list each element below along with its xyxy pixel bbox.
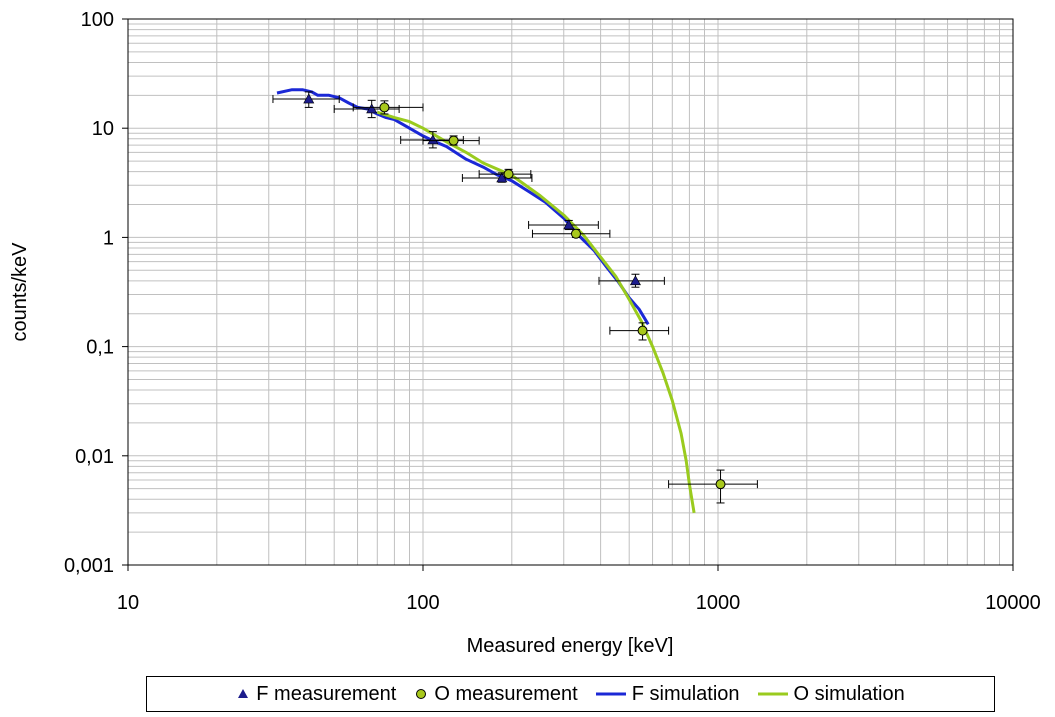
y-tick-label: 10 bbox=[92, 118, 114, 140]
chart: 10 100 1000 10000 0,001 0,01 0,1 1 10 100 Measure… bbox=[9, 9, 1041, 657]
data-point-o-measurement bbox=[637, 325, 648, 336]
data-point-o-measurement bbox=[379, 102, 390, 113]
series-line-o-simulation bbox=[376, 110, 696, 514]
y-tick-label: 0,01 bbox=[75, 446, 114, 468]
legend-item-f-simulation: F simulation bbox=[595, 682, 740, 706]
ticks: 10 100 1000 10000 0,001 0,01 0,1 1 10 100 bbox=[64, 9, 1041, 614]
y-axis-title: counts/keV bbox=[9, 242, 31, 342]
legend-item-f-measurement: F measurement bbox=[236, 683, 396, 706]
legend-label: O simulation bbox=[793, 682, 905, 705]
legend-symbol-o-simulation bbox=[757, 692, 788, 696]
data-point-f-measurement bbox=[303, 93, 315, 104]
legend-symbol-f-measurement bbox=[238, 689, 249, 698]
data-point-o-measurement bbox=[503, 169, 514, 180]
y-tick-label: 0,1 bbox=[86, 337, 114, 359]
legend-label: F measurement bbox=[256, 682, 397, 705]
data-point-f-measurement bbox=[563, 219, 575, 230]
legend-symbol-o-measurement bbox=[416, 689, 427, 699]
y-tick-label: 100 bbox=[81, 9, 114, 31]
legend: F measurement O measurement F simulation O … bbox=[146, 676, 995, 712]
legend-item-o-simulation: O simulation bbox=[757, 682, 905, 706]
x-tick-label: 10000 bbox=[985, 592, 1041, 614]
legend-item-o-measurement: O measurement bbox=[414, 682, 578, 706]
y-tick-label: 0,001 bbox=[64, 555, 114, 577]
y-tick-label: 1 bbox=[103, 227, 114, 249]
x-tick-label: 1000 bbox=[696, 592, 741, 614]
data-point-f-measurement bbox=[427, 134, 439, 145]
data-point-o-measurement bbox=[715, 479, 726, 490]
data-point-o-measurement bbox=[448, 135, 459, 146]
x-axis-title: Measured energy [keV] bbox=[467, 635, 674, 657]
plot-area bbox=[128, 19, 1013, 565]
data-point-f-measurement bbox=[629, 275, 641, 286]
legend-label: O measurement bbox=[434, 682, 578, 705]
data-point-o-measurement bbox=[570, 228, 581, 239]
data-point-f-measurement bbox=[496, 172, 508, 183]
x-tick-label: 10 bbox=[117, 592, 139, 614]
data-point-f-measurement bbox=[366, 103, 378, 114]
grid bbox=[128, 19, 1013, 565]
legend-symbol-f-simulation bbox=[595, 692, 626, 696]
series-layer bbox=[272, 88, 758, 514]
legend-label: F simulation bbox=[631, 682, 740, 705]
plot-frame bbox=[127, 18, 1014, 566]
x-tick-label: 100 bbox=[406, 592, 439, 614]
